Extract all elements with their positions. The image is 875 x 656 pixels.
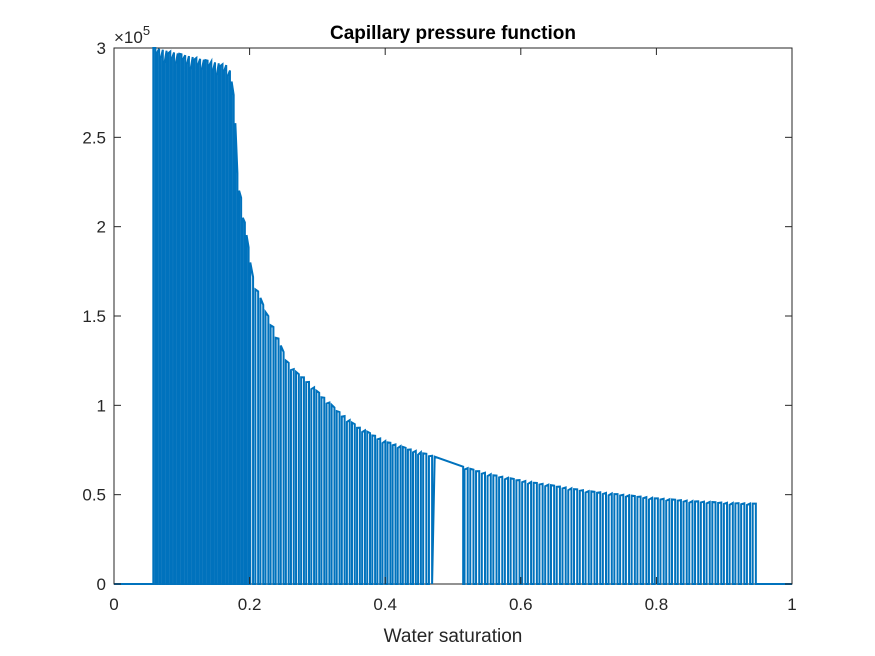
x-tick-label: 1 [787, 595, 796, 614]
y-tick-label: 0 [97, 575, 106, 594]
y-tick-label: 0.5 [82, 486, 106, 505]
y-tick-labels: 0 0.5 1 1.5 2 2.5 3 [82, 39, 106, 594]
y-tick-label: 2 [97, 218, 106, 237]
y-tick-label: 1 [97, 396, 106, 415]
x-tick-label: 0.6 [509, 595, 533, 614]
y-tick-label: 1.5 [82, 307, 106, 326]
plot-area [114, 46, 792, 585]
y-tick-label: 2.5 [82, 128, 106, 147]
y-exponent-label: ×105 [114, 23, 150, 47]
y-tick-label: 3 [97, 39, 106, 58]
x-tick-label: 0.2 [238, 595, 262, 614]
tick-marks [113, 47, 793, 585]
x-tick-labels: 0 0.2 0.4 0.6 0.8 1 [109, 595, 796, 614]
x-tick-label: 0.8 [645, 595, 669, 614]
chart-title: Capillary pressure function [330, 23, 576, 44]
x-axis-title: Water saturation [384, 626, 523, 647]
x-tick-label: 0.4 [373, 595, 397, 614]
x-tick-label: 0 [109, 595, 118, 614]
capillary-pressure-series-line [114, 46, 792, 585]
